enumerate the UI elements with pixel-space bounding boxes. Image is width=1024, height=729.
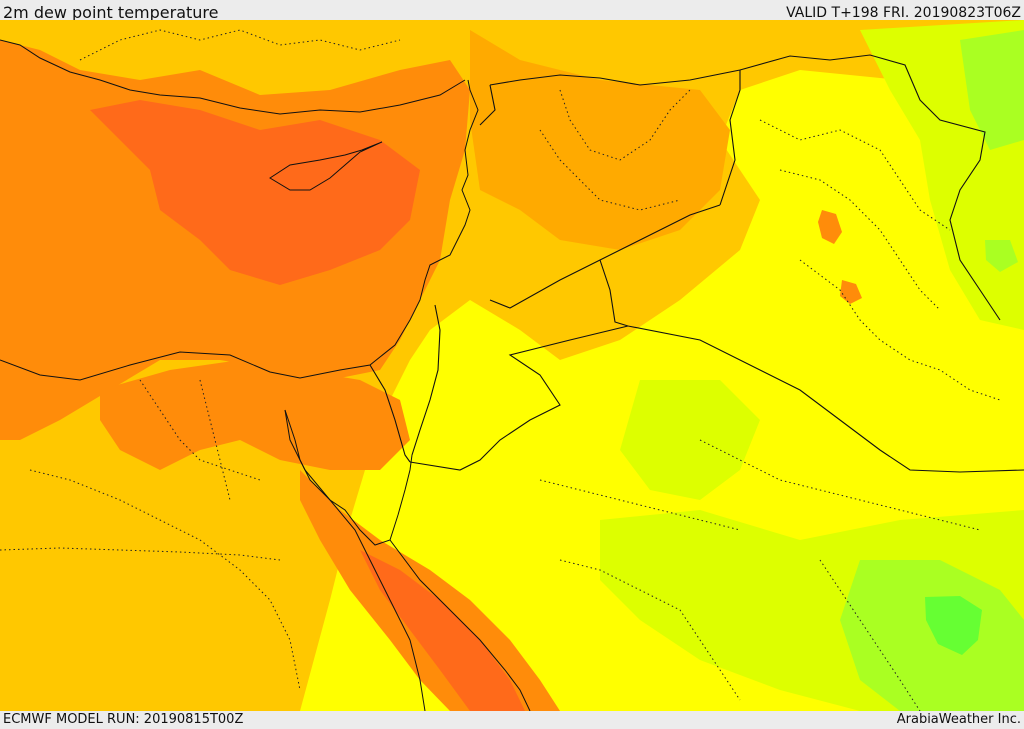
field-green-iraq-spot bbox=[985, 240, 1018, 272]
bottom-bar bbox=[0, 711, 1024, 729]
credit-label: ArabiaWeather Inc. bbox=[896, 712, 1021, 727]
field-red-sea-core bbox=[360, 550, 525, 711]
field-egypt-amber bbox=[0, 460, 240, 711]
map-title: 2m dew point temperature bbox=[3, 3, 219, 22]
field-egypt-orange bbox=[100, 360, 410, 470]
dew-point-map[interactable] bbox=[0, 20, 1024, 711]
field-jordan-yellow-green bbox=[620, 380, 760, 500]
field-iraq-lake-spot-1 bbox=[818, 210, 842, 244]
field-light-orange-syria bbox=[470, 30, 730, 250]
country-borders bbox=[369, 54, 1024, 473]
field-green-saudi bbox=[840, 560, 1024, 711]
map-canvas bbox=[0, 20, 1024, 711]
valid-time-label: VALID T+198 FRI. 20190823T06Z bbox=[786, 5, 1021, 21]
province-boundaries bbox=[0, 29, 1001, 711]
field-green-east bbox=[960, 30, 1024, 150]
top-bar bbox=[0, 0, 1024, 20]
field-bright-green-spot bbox=[925, 596, 982, 655]
field-mediterranean-dark-core bbox=[90, 100, 420, 285]
model-run-label: ECMWF MODEL RUN: 20190815T00Z bbox=[3, 712, 244, 727]
